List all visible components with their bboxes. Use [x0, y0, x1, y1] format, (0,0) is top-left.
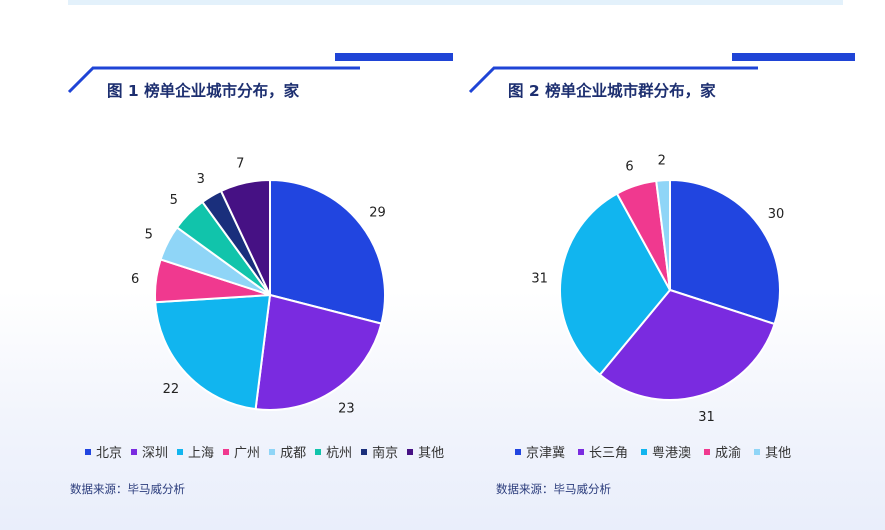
data-label: 6 [625, 159, 633, 174]
legend: 北京 深圳 上海 广州 成都 杭州 南京 其他 [85, 442, 453, 461]
pie-slice [598, 288, 776, 401]
header-decor [468, 53, 855, 94]
legend-item: 长三角 [578, 442, 628, 461]
legend-item: 广州 [223, 442, 260, 461]
legend-item: 成渝 [704, 442, 741, 461]
legend-swatch [407, 448, 414, 455]
legend-label: 北京 [96, 446, 123, 461]
legend-swatch [223, 448, 230, 455]
legend-label: 深圳 [142, 446, 169, 461]
legend-item: 粤港澳 [641, 442, 691, 461]
legend-swatch [85, 448, 91, 455]
pie-chart-cluster: 30 31 31 6 2 [531, 153, 785, 425]
legend-label: 长三角 [589, 446, 629, 461]
data-label: 22 [163, 382, 180, 397]
pie-slice [219, 178, 271, 296]
data-label: 5 [170, 193, 178, 208]
data-label: 30 [768, 207, 785, 222]
legend-swatch [315, 448, 322, 455]
legend-label: 其他 [418, 446, 445, 461]
legend: 京津冀 长三角 粤港澳 成渝 其他 [515, 442, 804, 461]
legend-label: 成都 [280, 446, 307, 461]
data-label: 2 [658, 153, 666, 168]
legend-item: 杭州 [315, 442, 352, 461]
legend-item: 上海 [177, 442, 214, 461]
top-decor-strip [68, 0, 843, 5]
data-label: 31 [698, 410, 715, 425]
data-label: 3 [197, 172, 205, 187]
legend-item: 北京 [85, 442, 122, 461]
legend-item: 其他 [407, 442, 444, 461]
data-label: 6 [131, 272, 139, 287]
legend-label: 南京 [372, 446, 399, 461]
data-label: 7 [236, 156, 244, 171]
pie-slice [655, 178, 671, 291]
legend-label: 京津冀 [526, 446, 566, 461]
data-label: 31 [531, 272, 548, 287]
data-label: 23 [338, 402, 355, 417]
data-label: 5 [145, 227, 153, 242]
legend-label: 粤港澳 [652, 446, 692, 461]
legend-swatch [269, 448, 276, 455]
pie-slice [269, 178, 386, 325]
chart-panel-city: 图 1 榜单企业城市分布，家 29 23 22 6 5 5 3 7 北京 深圳 上海 广州 成都 杭州 南… [55, 50, 475, 510]
pie-slice [254, 293, 383, 411]
header-decor [67, 53, 453, 94]
legend-item: 南京 [361, 442, 398, 461]
legend-label: 广州 [234, 446, 261, 461]
pie-slice [154, 293, 272, 411]
pie-chart-city: 29 23 22 6 5 5 3 7 [131, 156, 386, 417]
legend-item: 成都 [269, 442, 306, 461]
chart-panel-cluster: 图 2 榜单企业城市群分布，家 30 31 31 6 2 京津冀 长三角 粤港澳 成渝 其他 数… [460, 50, 880, 510]
legend-swatch [177, 448, 184, 455]
legend-swatch [641, 448, 648, 455]
legend-label: 杭州 [326, 446, 353, 461]
legend-swatch [578, 448, 585, 455]
legend-item: 京津冀 [515, 442, 565, 461]
legend-swatch [704, 448, 711, 455]
legend-label: 上海 [188, 446, 215, 461]
data-label: 29 [369, 206, 386, 221]
legend-label: 其他 [765, 446, 792, 461]
legend-item: 深圳 [131, 442, 168, 461]
legend-swatch [361, 448, 368, 455]
source-note: 数据来源：毕马威分析 [70, 482, 185, 496]
legend-swatch [515, 448, 521, 455]
chart-title: 图 1 榜单企业城市分布，家 [107, 82, 300, 100]
legend-swatch [131, 448, 138, 455]
chart-title: 图 2 榜单企业城市群分布，家 [508, 82, 716, 100]
pie-slice [559, 192, 672, 377]
pie-slice [669, 178, 781, 326]
legend-item: 其他 [754, 442, 791, 461]
source-note: 数据来源：毕马威分析 [496, 482, 611, 496]
legend-label: 成渝 [715, 446, 742, 461]
legend-swatch [754, 448, 761, 455]
